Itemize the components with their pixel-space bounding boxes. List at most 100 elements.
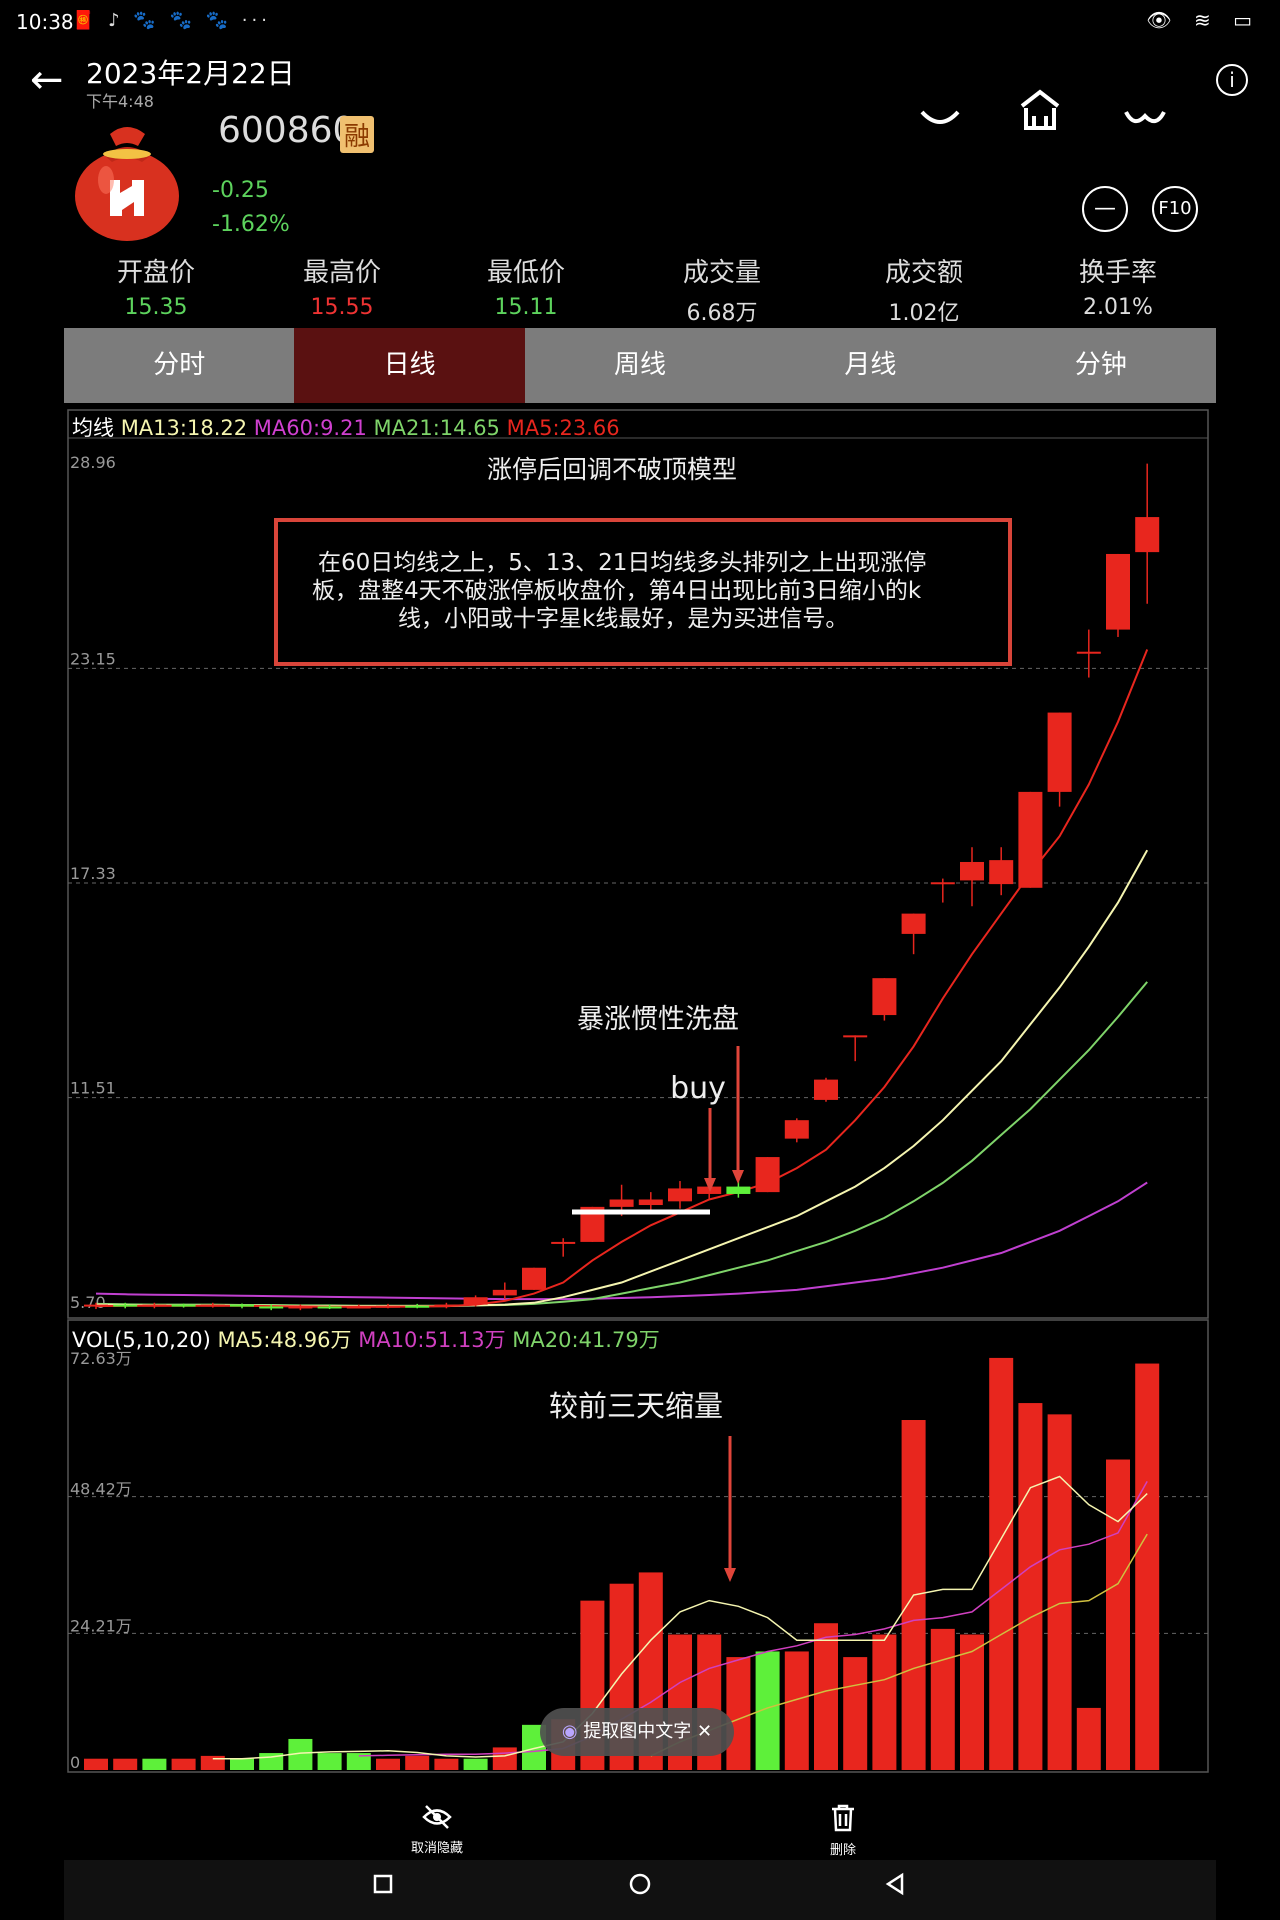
vol-ma5-legend: MA5:48.96万	[217, 1328, 352, 1352]
stat-value: 1.02亿	[888, 301, 960, 326]
volume-bar	[1135, 1363, 1160, 1770]
price-change-pct: -1.62%	[212, 212, 290, 237]
candle-body	[901, 913, 926, 934]
volume-bar	[1106, 1459, 1130, 1770]
candle-body	[200, 1304, 225, 1307]
candle-body	[113, 1304, 138, 1307]
extract-text-toast[interactable]: ◉ 提取图中文字 ✕	[540, 1708, 734, 1756]
search-icon[interactable]	[918, 96, 962, 142]
candle-body	[668, 1188, 692, 1202]
money-bag-icon	[75, 127, 179, 241]
candle-body	[1018, 791, 1043, 888]
stat-value: 2.01%	[1083, 295, 1153, 320]
volume-bar	[492, 1747, 517, 1770]
stat-value: 15.35	[124, 295, 188, 320]
volume-bar	[960, 1634, 984, 1770]
volume-bar	[930, 1628, 955, 1770]
vol-ma5-line	[212, 1475, 1148, 1760]
vol-legend-prefix: VOL(5,10,20)	[72, 1328, 211, 1352]
close-icon[interactable]: ✕	[697, 1721, 713, 1742]
wash-arrowhead	[732, 1170, 744, 1184]
stat-open: 开盘价 15.35	[66, 252, 246, 320]
navigation-bar	[64, 1860, 1216, 1920]
candle-body	[230, 1304, 254, 1307]
vol-ma20-line	[650, 1533, 1148, 1757]
stat-label: 换手率	[1078, 258, 1157, 288]
menu-icon[interactable]	[1122, 96, 1168, 142]
margin-badge: 融	[340, 116, 375, 153]
volume-tick-label: 24.21万	[70, 1616, 132, 1635]
stat-turnover: 成交额 1.02亿	[834, 252, 1014, 327]
volume-bar	[843, 1657, 868, 1770]
tab-monthly[interactable]: 月线	[844, 350, 897, 380]
candle-body	[376, 1305, 400, 1308]
stat-value: 6.68万	[686, 301, 758, 326]
ma-legend-prefix: 均线	[72, 416, 114, 440]
stat-value: 15.11	[494, 295, 558, 320]
tab-minute[interactable]: 分钟	[1074, 350, 1127, 380]
notification-icons: 🧧 ♪ 🐾 🐾 🐾 ···	[72, 10, 271, 31]
candle-body	[405, 1305, 430, 1308]
eye-off-icon	[397, 1804, 477, 1837]
ma5-legend: MA5:23.66	[506, 416, 620, 440]
candle-body	[843, 1035, 868, 1038]
back-arrow-icon[interactable]: ←	[30, 57, 64, 103]
candle-body	[463, 1297, 488, 1305]
candle-body	[317, 1306, 342, 1309]
candle-body	[872, 978, 897, 1016]
vol-ma20-legend: MA20:41.79万	[512, 1328, 660, 1352]
tab-intraday[interactable]: 分时	[153, 350, 206, 380]
f10-button[interactable]: F10	[1152, 186, 1198, 232]
ma13-legend: MA13:18.22	[120, 416, 248, 440]
scan-icon: ◉	[561, 1721, 578, 1742]
volume-tick-label: 72.63万	[70, 1349, 132, 1368]
candle-body	[522, 1267, 546, 1290]
header-date: 2023年2月22日	[86, 57, 295, 90]
price-tick-label: 28.96	[70, 453, 116, 472]
buy-arrowhead	[704, 1178, 716, 1192]
unhide-button[interactable]: 取消隐藏	[397, 1804, 477, 1856]
candle-body	[84, 1304, 108, 1307]
tab-weekly[interactable]: 周线	[614, 350, 667, 380]
price-panel-border	[67, 409, 1209, 1319]
minimize-button[interactable]: —	[1082, 186, 1128, 232]
stock-code: 600860	[218, 110, 356, 151]
tab-daily[interactable]: 日线	[294, 328, 525, 403]
volume-bar	[1018, 1403, 1043, 1770]
volume-bar	[84, 1758, 108, 1770]
volume-bar	[989, 1357, 1014, 1770]
price-tick-label: 17.33	[70, 864, 116, 883]
candle-body	[726, 1186, 751, 1194]
portfolio-icon[interactable]	[1018, 88, 1062, 142]
unhide-label: 取消隐藏	[410, 1841, 463, 1856]
candle-body	[989, 860, 1014, 885]
back-nav-icon[interactable]	[884, 1872, 906, 1903]
shrink-arrowhead	[724, 1568, 736, 1582]
candle-body	[142, 1304, 167, 1307]
candle-body	[755, 1157, 780, 1193]
volume-bar	[230, 1758, 254, 1770]
volume-bar	[434, 1758, 459, 1770]
volume-bar	[113, 1758, 138, 1770]
volume-bar	[1047, 1414, 1072, 1770]
shrink-annotation: 较前三天缩量	[549, 1389, 723, 1423]
info-icon[interactable]: i	[1216, 64, 1248, 96]
trash-icon	[803, 1804, 883, 1839]
home-icon[interactable]	[628, 1872, 652, 1903]
volume-panel-border	[67, 1319, 1209, 1773]
rule-text-line3: 线，小阳或十字星k线最好，是为买进信号。	[398, 606, 848, 632]
wash-annotation: 暴涨惯性洗盘	[577, 1004, 739, 1035]
price-tick-label: 23.15	[70, 649, 116, 668]
stat-low: 最低价 15.11	[436, 252, 616, 320]
volume-bar	[784, 1651, 809, 1770]
status-time: 10:38	[16, 10, 74, 34]
volume-bar	[142, 1758, 167, 1770]
delete-button[interactable]: 删除	[803, 1804, 883, 1858]
recent-apps-icon[interactable]	[372, 1872, 394, 1902]
volume-bar	[872, 1634, 897, 1770]
delete-label: 删除	[829, 1843, 856, 1858]
candle-body	[960, 861, 984, 881]
stat-turnover-rate: 换手率 2.01%	[1028, 252, 1208, 320]
candle-body	[171, 1304, 196, 1307]
